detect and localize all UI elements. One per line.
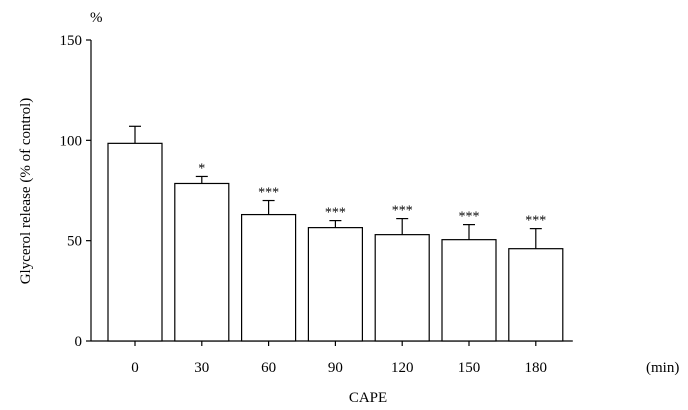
x-tick-label: 60: [261, 360, 276, 376]
x-tick-labels: 0 30 60 90 120 150 180: [131, 360, 547, 376]
y-tick-label: 50: [67, 234, 82, 250]
bar: [441, 239, 497, 342]
bar: [241, 213, 297, 342]
y-tick-label: 0: [75, 334, 83, 350]
significance-mark: ***: [258, 186, 279, 201]
x-axis: [91, 340, 573, 346]
x-tick-label: 120: [391, 360, 414, 376]
bar-series: ******* *** *** ***: [107, 125, 564, 342]
y-axis-title: Glycerol release (% of control): [18, 98, 34, 285]
x-tick-label: 0: [131, 360, 139, 376]
significance-mark: *: [198, 161, 205, 176]
x-axis-unit: (min): [646, 360, 679, 376]
y-tick-label: 150: [60, 33, 83, 49]
bar: [107, 142, 163, 342]
significance-mark: ***: [525, 214, 546, 229]
y-axis: 0 50 100 150: [60, 33, 92, 350]
significance-mark: ***: [459, 210, 480, 225]
x-tick-label: 150: [458, 360, 481, 376]
x-axis-title: CAPE: [349, 390, 387, 406]
significance-mark: ***: [325, 206, 346, 221]
y-axis-unit: %: [90, 10, 103, 26]
x-tick-label: 90: [328, 360, 343, 376]
bar: [174, 182, 230, 342]
bar: [508, 248, 564, 342]
significance-mark: ***: [392, 204, 413, 219]
y-tick-label: 100: [60, 133, 83, 149]
bar: [374, 234, 430, 342]
x-tick-label: 180: [525, 360, 548, 376]
bar: [307, 227, 363, 342]
x-tick-label: 30: [194, 360, 209, 376]
